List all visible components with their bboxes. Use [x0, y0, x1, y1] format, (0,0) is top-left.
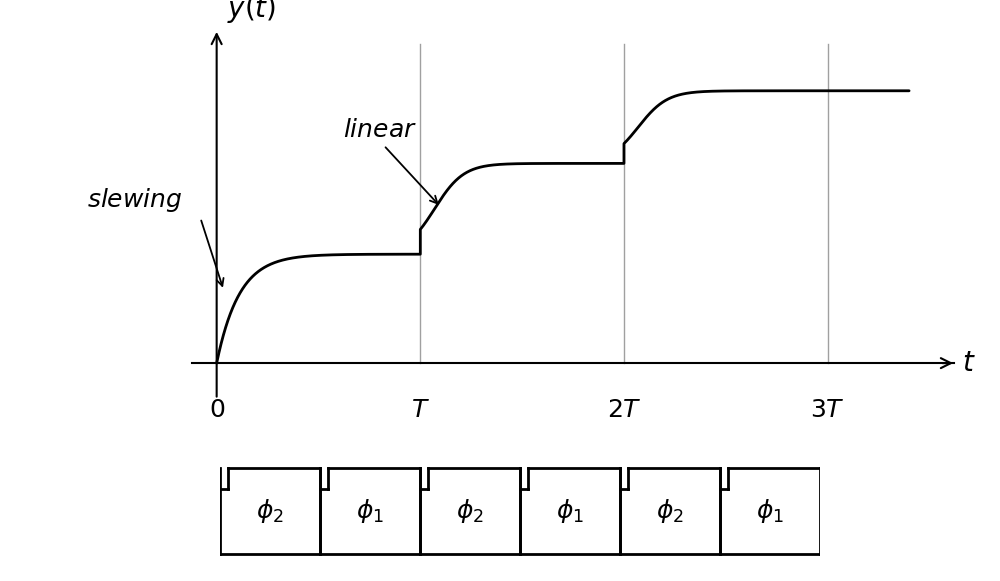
- Text: $\phi_1$: $\phi_1$: [756, 497, 784, 525]
- Text: $\phi_2$: $\phi_2$: [656, 497, 684, 525]
- Text: $\phi_2$: $\phi_2$: [256, 497, 284, 525]
- Text: $3T$: $3T$: [810, 400, 845, 422]
- Text: $0$: $0$: [209, 400, 225, 422]
- Text: $linear$: $linear$: [343, 119, 417, 142]
- Text: $slewing$: $slewing$: [87, 186, 182, 214]
- Text: $y(t)$: $y(t)$: [227, 0, 276, 26]
- Text: $t$: $t$: [962, 350, 976, 376]
- Text: $T$: $T$: [411, 400, 430, 422]
- Text: $\phi_2$: $\phi_2$: [456, 497, 484, 525]
- Text: $\phi_1$: $\phi_1$: [356, 497, 384, 525]
- Text: $\phi_1$: $\phi_1$: [556, 497, 584, 525]
- Text: $2T$: $2T$: [607, 400, 641, 422]
